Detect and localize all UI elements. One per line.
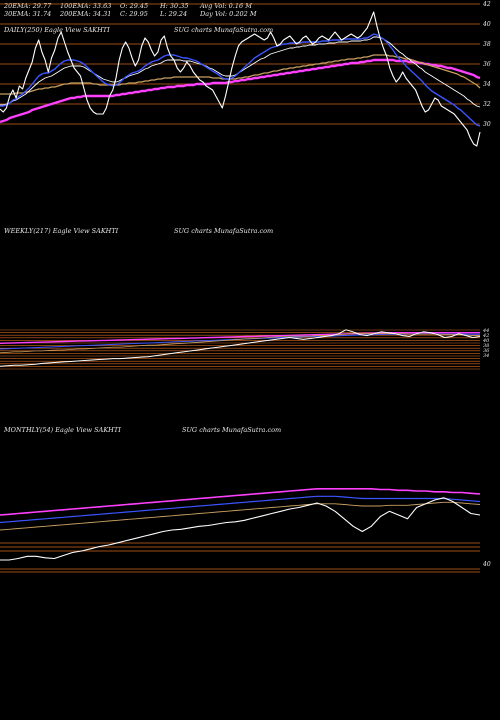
daily-tick-label-0: 42 <box>482 1 491 8</box>
header-20ema: 20EMA: 29.77 <box>4 2 52 10</box>
weekly-ema-fast-line <box>0 333 480 354</box>
header-low: L: 29.24 <box>160 10 188 18</box>
header-close: C: 29.95 <box>120 10 148 18</box>
monthly-ema-fast-line <box>0 501 481 531</box>
daily-grid: 42 40 38 36 34 32 30 <box>0 1 491 128</box>
daily-panel-title: DAILY(250) Eagle View SAKHTI <box>4 26 110 34</box>
monthly-ema-mid-line <box>0 495 481 524</box>
monthly-ema-slow-line <box>0 488 481 516</box>
weekly-tick-label-1: 42 <box>482 333 489 339</box>
weekly-watermark: SUG charts MunafaSutra.com <box>174 227 274 235</box>
header-200ema: 200EMA: 34.31 <box>60 10 112 18</box>
weekly-tick-label-0: 44 <box>482 328 489 334</box>
daily-tick-label-6: 30 <box>483 121 491 128</box>
monthly-tick-label-0: 40 <box>482 561 491 568</box>
monthly-watermark: SUG charts MunafaSutra.com <box>182 426 282 434</box>
header-open: O: 29.45 <box>120 2 149 10</box>
daily-tick-label-2: 38 <box>483 41 491 48</box>
monthly-panel-title: MONTHLY(54) Eagle View SAKHTI <box>4 426 121 434</box>
daily-tick-label-1: 40 <box>482 21 491 28</box>
weekly-panel-title: WEEKLY(217) Eagle View SAKHTI <box>4 227 119 235</box>
daily-tick-label-3: 36 <box>483 61 491 68</box>
weekly-price-line <box>0 329 481 367</box>
weekly-tick-label-5: 34 <box>483 353 489 359</box>
monthly-grid: 40 <box>0 542 491 573</box>
header-day-vol: Day Vol: 0.202 M <box>200 10 257 18</box>
header-30ema: 30EMA: 31.74 <box>4 10 52 18</box>
daily-tick-label-4: 34 <box>483 81 491 88</box>
daily-price-line <box>0 11 481 147</box>
daily-ema200-line <box>0 58 481 124</box>
daily-ema100-line <box>0 54 481 95</box>
header-avg-vol: Avg Vol: 0.16 M <box>200 2 252 10</box>
weekly-tick-label-4: 36 <box>483 348 490 354</box>
weekly-tick-label-2: 40 <box>482 338 490 344</box>
monthly-price-line <box>0 497 481 561</box>
daily-tick-label-5: 32 <box>483 101 491 108</box>
header-100ema: 100EMA: 33.63 <box>60 2 112 10</box>
daily-ema20-line <box>0 33 481 127</box>
weekly-ema-slow-line <box>0 332 480 344</box>
header-high: H: 30.35 <box>160 2 189 10</box>
daily-watermark: SUG charts MunafaSutra.com <box>174 26 274 34</box>
weekly-tick-label-3: 38 <box>483 343 489 349</box>
